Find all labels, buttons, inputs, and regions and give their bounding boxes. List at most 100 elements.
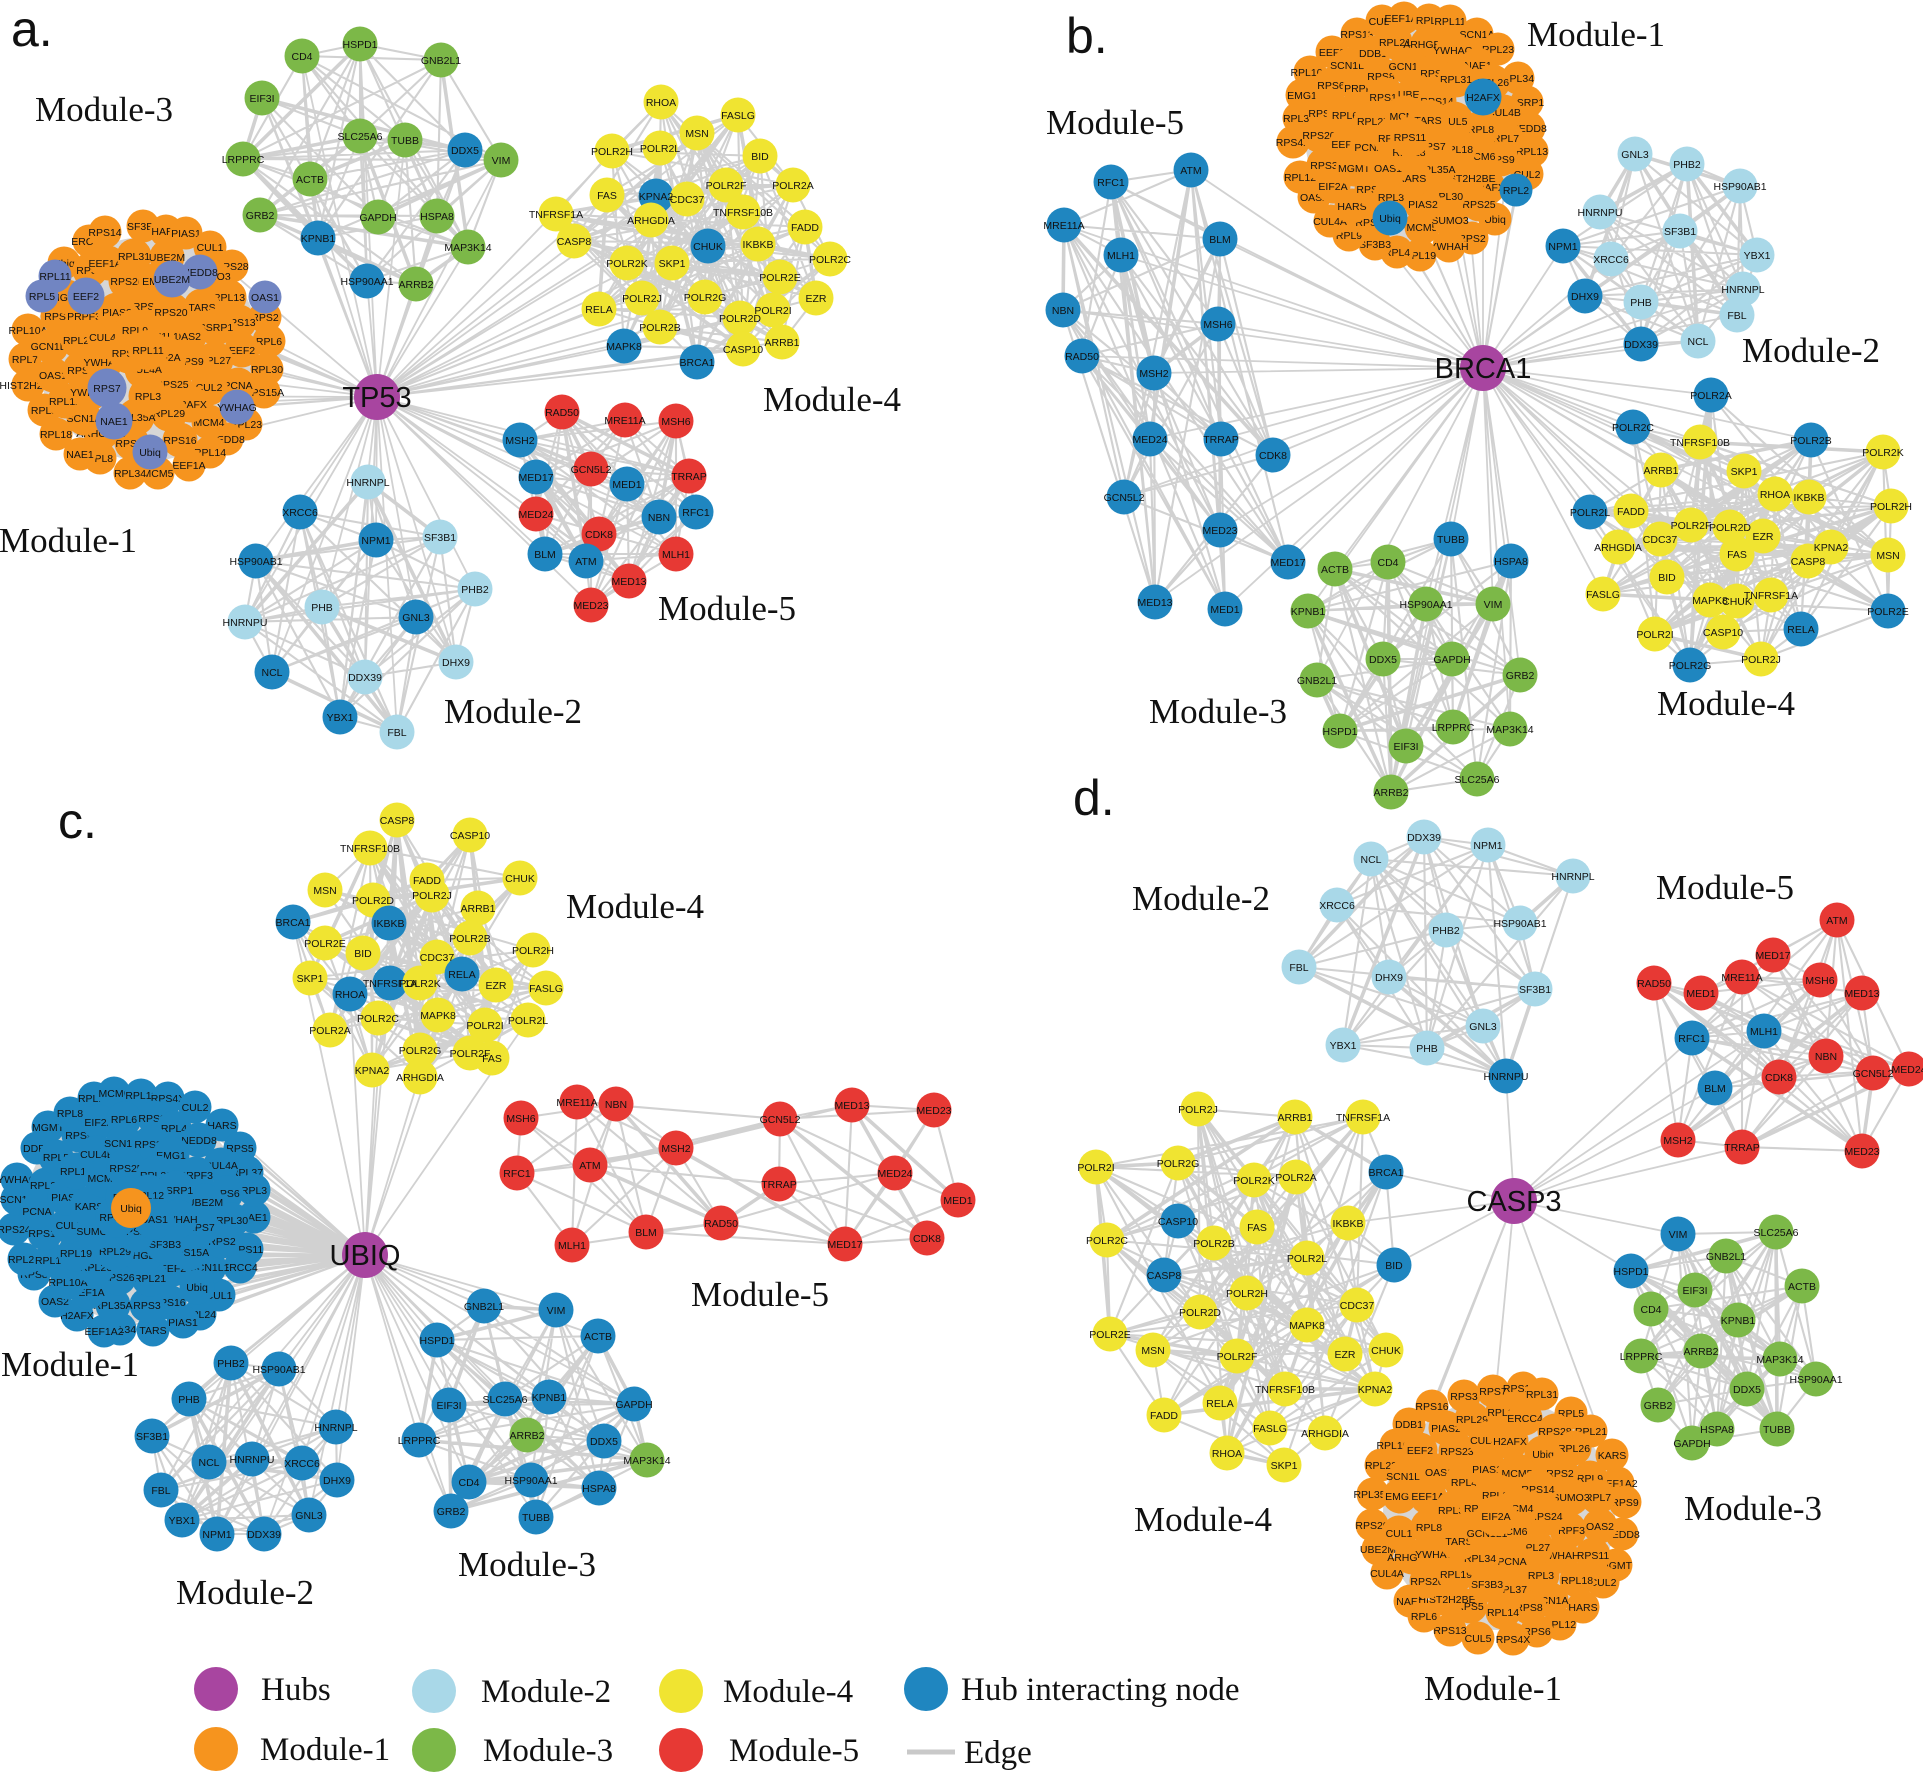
svg-text:MED1: MED1 (612, 479, 641, 491)
svg-text:VIM: VIM (492, 155, 511, 167)
svg-text:EZR: EZR (1335, 1349, 1356, 1361)
svg-text:Module-4: Module-4 (1134, 1500, 1272, 1539)
svg-text:XRCC6: XRCC6 (282, 507, 318, 519)
svg-text:YWHAG: YWHAG (217, 402, 257, 414)
svg-text:POLR2C: POLR2C (809, 254, 851, 266)
svg-text:XRCC6: XRCC6 (1319, 900, 1355, 912)
svg-text:SLC25A6: SLC25A6 (338, 131, 383, 143)
svg-text:DHX9: DHX9 (323, 1475, 351, 1487)
svg-text:TNFRSF10B: TNFRSF10B (1255, 1384, 1315, 1396)
svg-text:b.: b. (1066, 8, 1108, 64)
svg-text:ACTB: ACTB (1321, 564, 1349, 576)
svg-text:RPL26: RPL26 (1558, 1443, 1590, 1455)
svg-text:MED24: MED24 (877, 1168, 912, 1180)
svg-text:TNFRSF10B: TNFRSF10B (1670, 437, 1730, 449)
svg-text:HSPD1: HSPD1 (342, 39, 377, 51)
svg-text:TNFRSF10B: TNFRSF10B (340, 843, 400, 855)
svg-text:CDK8: CDK8 (1765, 1072, 1793, 1084)
svg-text:DHX9: DHX9 (442, 657, 470, 669)
svg-text:SF3B1: SF3B1 (136, 1431, 168, 1443)
svg-text:HNRNPL: HNRNPL (314, 1422, 357, 1434)
svg-text:MAP3K14: MAP3K14 (444, 242, 491, 254)
svg-text:CD4: CD4 (291, 51, 312, 63)
svg-text:Module-1: Module-1 (1424, 1669, 1562, 1708)
svg-text:MSN: MSN (1876, 550, 1899, 562)
svg-text:POLR2G: POLR2G (684, 292, 727, 304)
svg-text:EEF2: EEF2 (73, 291, 99, 303)
svg-text:Module-2: Module-2 (1742, 331, 1880, 370)
svg-text:GNB2L1: GNB2L1 (1706, 1251, 1746, 1263)
svg-text:Module-1: Module-1 (260, 1732, 390, 1768)
svg-text:Module-2: Module-2 (176, 1573, 314, 1612)
svg-text:POLR2F: POLR2F (706, 180, 747, 192)
svg-text:MED17: MED17 (1270, 557, 1305, 569)
svg-text:MRE11A: MRE11A (604, 415, 645, 427)
svg-text:MAP3K14: MAP3K14 (1486, 724, 1533, 736)
svg-text:SKP1: SKP1 (297, 973, 324, 985)
svg-text:Module-2: Module-2 (444, 692, 582, 731)
svg-text:Hub interacting node: Hub interacting node (961, 1672, 1240, 1708)
svg-text:YBX1: YBX1 (169, 1515, 196, 1527)
svg-text:CD4: CD4 (1640, 1304, 1661, 1316)
svg-text:POLR2G: POLR2G (1157, 1158, 1200, 1170)
svg-text:VIM: VIM (547, 1305, 566, 1317)
svg-text:RPL14: RPL14 (1487, 1607, 1519, 1619)
svg-text:Module-4: Module-4 (566, 887, 704, 926)
svg-text:GAPDH: GAPDH (1673, 1438, 1710, 1450)
svg-text:GCN5L2: GCN5L2 (1853, 1068, 1894, 1080)
svg-text:LRPPRC: LRPPRC (1620, 1351, 1663, 1363)
svg-text:RAD50: RAD50 (704, 1218, 738, 1230)
svg-text:Module-5: Module-5 (658, 589, 796, 628)
svg-text:ARHGDIA: ARHGDIA (627, 215, 675, 227)
svg-text:DDB1: DDB1 (1395, 1419, 1423, 1431)
svg-text:CDK8: CDK8 (585, 529, 613, 541)
svg-text:MSH6: MSH6 (661, 416, 690, 428)
svg-text:ARHGDIA: ARHGDIA (1594, 542, 1642, 554)
svg-text:EIF2A: EIF2A (1481, 1511, 1510, 1523)
svg-text:HNRNPL: HNRNPL (1551, 871, 1594, 883)
svg-text:PHB: PHB (1416, 1043, 1438, 1055)
svg-text:CASP3: CASP3 (1466, 1186, 1561, 1218)
svg-text:RPL3: RPL3 (241, 1185, 267, 1197)
svg-text:PHB2: PHB2 (461, 584, 489, 596)
svg-text:SF3B3: SF3B3 (149, 1239, 181, 1251)
svg-text:NPM1: NPM1 (202, 1529, 231, 1541)
svg-text:POLR2C: POLR2C (1086, 1235, 1128, 1247)
svg-text:DDX39: DDX39 (348, 672, 382, 684)
svg-text:RPL18: RPL18 (1561, 1575, 1593, 1587)
svg-text:DDX39: DDX39 (1407, 832, 1441, 844)
svg-text:MED13: MED13 (611, 576, 646, 588)
svg-text:TNFRSF1A: TNFRSF1A (1336, 1112, 1390, 1124)
svg-text:RPS23: RPS23 (1440, 1446, 1473, 1458)
svg-text:ARHGDIA: ARHGDIA (396, 1072, 444, 1084)
svg-text:YBX1: YBX1 (1330, 1040, 1357, 1052)
svg-text:MSN: MSN (313, 885, 336, 897)
svg-text:EEF1A: EEF1A (172, 460, 205, 472)
svg-text:NAE1: NAE1 (66, 449, 94, 461)
svg-text:GRB2: GRB2 (1644, 1400, 1673, 1412)
svg-text:FADD: FADD (1617, 506, 1645, 518)
svg-text:POLR2A: POLR2A (309, 1025, 350, 1037)
svg-text:RPS6: RPS6 (1317, 80, 1345, 92)
svg-text:Module-1: Module-1 (1527, 15, 1665, 54)
svg-text:Module-1: Module-1 (0, 521, 137, 560)
svg-text:GNB2L1: GNB2L1 (1297, 675, 1337, 687)
svg-text:ARRB2: ARRB2 (1683, 1346, 1718, 1358)
svg-text:POLR2I: POLR2I (1636, 629, 1673, 641)
svg-text:GAPDH: GAPDH (1433, 654, 1470, 666)
svg-text:ARRB1: ARRB1 (460, 903, 495, 915)
svg-text:ACTB: ACTB (584, 1331, 612, 1343)
svg-text:RPL3: RPL3 (135, 391, 161, 403)
svg-text:FASLG: FASLG (529, 983, 563, 995)
svg-text:POLR2I: POLR2I (1077, 1162, 1114, 1174)
svg-text:HSP90AA1: HSP90AA1 (504, 1475, 557, 1487)
svg-text:FBL: FBL (387, 727, 406, 739)
svg-text:RPS25: RPS25 (1462, 199, 1495, 211)
svg-text:POLR2I: POLR2I (466, 1020, 503, 1032)
svg-text:POLR2K: POLR2K (1862, 447, 1903, 459)
svg-text:Edge: Edge (964, 1735, 1032, 1771)
svg-text:POLR2C: POLR2C (1612, 422, 1654, 434)
svg-text:ARRB2: ARRB2 (1373, 787, 1408, 799)
svg-text:EIF3I: EIF3I (436, 1400, 461, 1412)
svg-text:POLR2L: POLR2L (1287, 1253, 1327, 1265)
